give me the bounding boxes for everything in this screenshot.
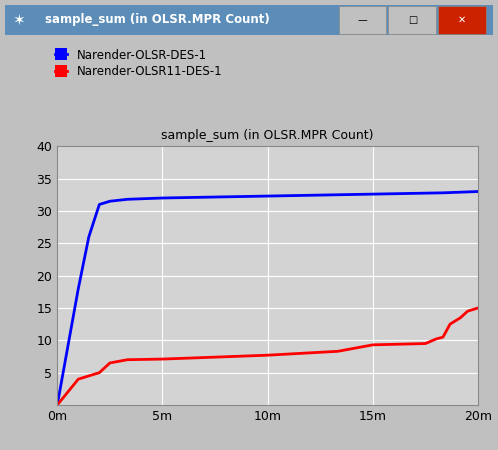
FancyBboxPatch shape bbox=[388, 6, 436, 34]
Legend: Narender-OLSR-DES-1, Narender-OLSR11-DES-1: Narender-OLSR-DES-1, Narender-OLSR11-DES… bbox=[51, 44, 227, 83]
Text: □: □ bbox=[408, 15, 417, 25]
FancyBboxPatch shape bbox=[339, 6, 386, 34]
Title: sample_sum (in OLSR.MPR Count): sample_sum (in OLSR.MPR Count) bbox=[161, 129, 374, 142]
Text: ✕: ✕ bbox=[458, 15, 466, 25]
FancyBboxPatch shape bbox=[5, 4, 493, 35]
Text: —: — bbox=[358, 15, 368, 25]
Text: sample_sum (in OLSR.MPR Count): sample_sum (in OLSR.MPR Count) bbox=[45, 14, 269, 26]
FancyBboxPatch shape bbox=[438, 6, 486, 34]
Text: ✶: ✶ bbox=[12, 12, 25, 27]
